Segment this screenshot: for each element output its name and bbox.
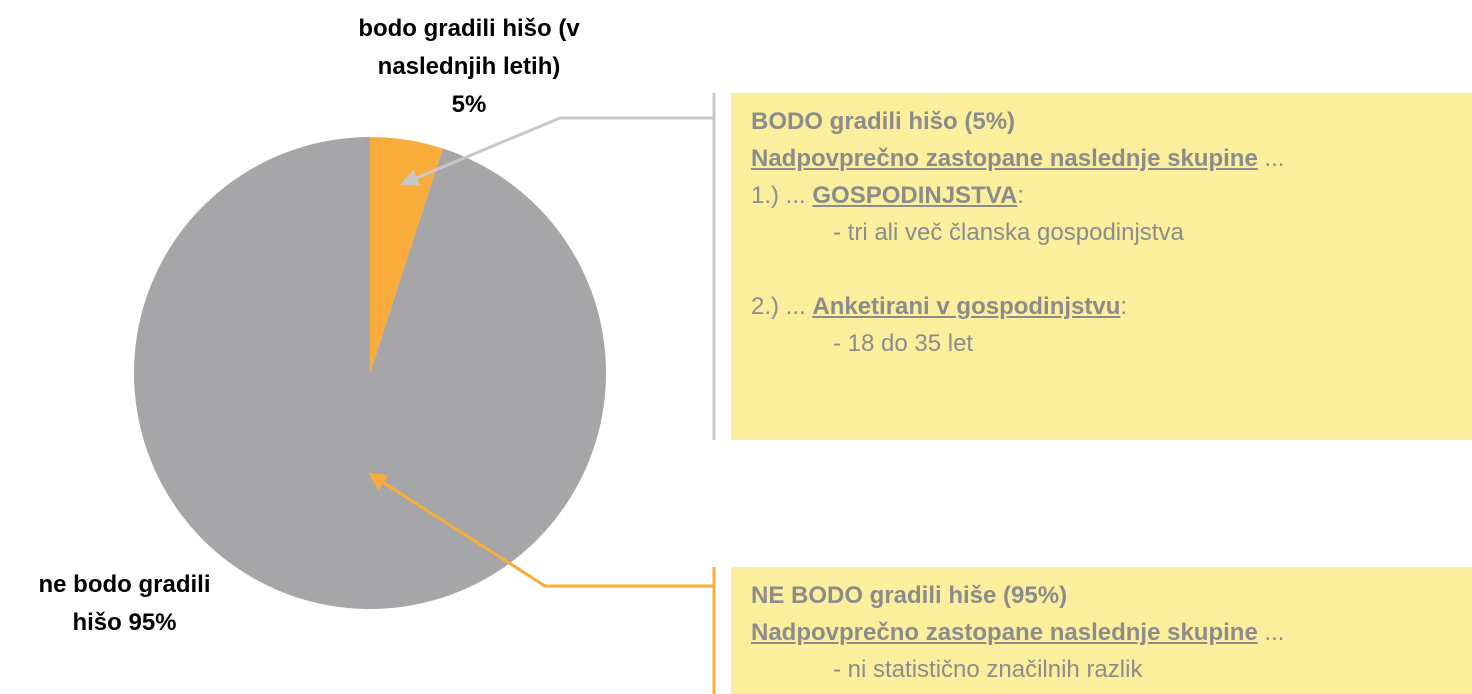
heading: Nadpovprečno zastopane naslednje skupine [751,619,1258,646]
item-detail: - ni statistično značilnih razlik [833,656,1143,683]
pie-slice [370,137,443,373]
item-line: 1.) ... GOSPODINJSTVA: [751,177,1472,214]
annotation-title: NE BODO gradili hiše (95%) [751,582,1068,609]
connector [400,116,714,187]
slice-label: bodo gradili hišo (v naslednjih letih) 5… [358,10,580,124]
item-label: Anketirani v gospodinjstvu [812,293,1121,320]
annotation-heading: Nadpovprečno zastopane naslednje skupine… [751,140,1472,177]
item-suffix: : [1120,293,1128,320]
annotation-box: NE BODO gradili hiše (95%) Nadpovprečno z… [731,567,1472,694]
heading-suffix: ... [1264,145,1285,172]
heading: Nadpovprečno zastopane naslednje skupine [751,145,1258,172]
heading-suffix: ... [1264,619,1285,646]
value-label: 95% [128,609,177,636]
annotation-title: BODO gradili hišo (5%) [751,108,1016,135]
spacer [751,251,1472,288]
item-detail: - tri ali več članska gospodinjstva [833,219,1184,246]
pie [134,137,607,609]
annotation-box: BODO gradili hišo (5%) Nadpovprečno zasto… [731,93,1472,440]
category: bodo gradili hišo (v naslednjih letih) [358,15,580,80]
slice-label: ne bodo gradili hišo 95% [12,566,237,642]
annotation-heading: Nadpovprečno zastopane naslednje skupine… [751,614,1472,651]
item-suffix: : [1017,182,1024,209]
item-detail: - 18 do 35 let [833,330,974,357]
category: ne bodo gradili hišo [38,571,211,636]
item-prefix: 1.) ... [751,182,806,209]
item-label: GOSPODINJSTVA [812,182,1018,209]
item-line: 2.) ... Anketirani v gospodinjstvu: [751,288,1472,325]
connector [368,472,714,588]
value-label: 5% [451,91,487,118]
item-prefix: 2.) ... [751,293,806,320]
pie-slice [134,137,607,609]
